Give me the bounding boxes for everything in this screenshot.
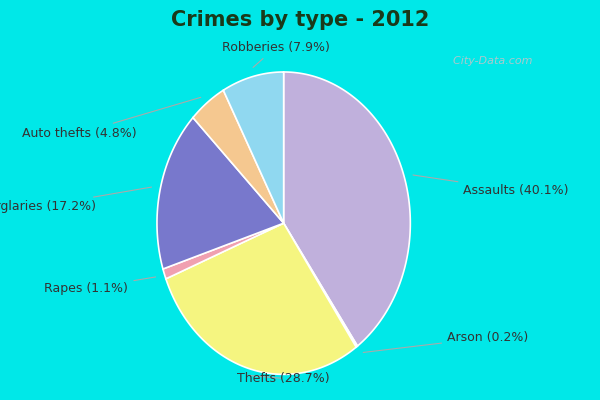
Polygon shape <box>163 223 284 279</box>
Text: Assaults (40.1%): Assaults (40.1%) <box>413 175 569 197</box>
Polygon shape <box>193 90 284 223</box>
Text: Rapes (1.1%): Rapes (1.1%) <box>44 277 155 295</box>
Text: Auto thefts (4.8%): Auto thefts (4.8%) <box>22 97 201 140</box>
Text: Thefts (28.7%): Thefts (28.7%) <box>238 372 330 385</box>
Text: Arson (0.2%): Arson (0.2%) <box>363 331 529 352</box>
Polygon shape <box>223 72 284 223</box>
Text: Burglaries (17.2%): Burglaries (17.2%) <box>0 187 151 213</box>
Polygon shape <box>284 72 410 346</box>
Polygon shape <box>166 223 356 374</box>
Polygon shape <box>284 223 358 347</box>
Text: Crimes by type - 2012: Crimes by type - 2012 <box>171 10 429 30</box>
Text: City-Data.com: City-Data.com <box>446 56 533 66</box>
Text: Robberies (7.9%): Robberies (7.9%) <box>221 41 329 68</box>
Polygon shape <box>157 118 284 269</box>
